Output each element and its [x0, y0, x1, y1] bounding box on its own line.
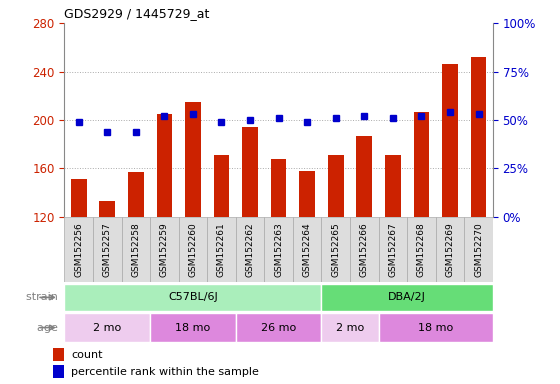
Bar — [242, 127, 258, 217]
FancyBboxPatch shape — [64, 283, 321, 311]
FancyBboxPatch shape — [407, 217, 436, 282]
Text: GSM152268: GSM152268 — [417, 222, 426, 277]
Bar — [413, 111, 430, 217]
FancyBboxPatch shape — [436, 217, 464, 282]
Text: C57BL/6J: C57BL/6J — [168, 292, 218, 303]
FancyBboxPatch shape — [150, 313, 236, 342]
Bar — [356, 136, 372, 217]
Bar — [128, 172, 144, 217]
Text: GSM152258: GSM152258 — [131, 222, 141, 277]
Bar — [185, 102, 201, 217]
Bar — [299, 171, 315, 217]
FancyBboxPatch shape — [93, 217, 122, 282]
Bar — [385, 155, 401, 217]
FancyBboxPatch shape — [321, 313, 379, 342]
Bar — [71, 179, 87, 217]
Bar — [328, 155, 344, 217]
FancyBboxPatch shape — [464, 217, 493, 282]
FancyBboxPatch shape — [321, 217, 350, 282]
Bar — [470, 57, 487, 217]
FancyBboxPatch shape — [150, 217, 179, 282]
Text: GSM152264: GSM152264 — [302, 222, 312, 277]
Text: percentile rank within the sample: percentile rank within the sample — [71, 367, 259, 377]
Text: 18 mo: 18 mo — [418, 323, 453, 333]
Text: DBA/2J: DBA/2J — [388, 292, 426, 303]
Text: GSM152256: GSM152256 — [74, 222, 83, 277]
Text: GSM152270: GSM152270 — [474, 222, 483, 277]
FancyBboxPatch shape — [64, 217, 93, 282]
Text: GSM152267: GSM152267 — [388, 222, 398, 277]
Bar — [53, 348, 64, 361]
FancyBboxPatch shape — [207, 217, 236, 282]
Text: age: age — [37, 323, 62, 333]
FancyBboxPatch shape — [379, 217, 407, 282]
FancyBboxPatch shape — [64, 313, 150, 342]
Bar — [213, 155, 230, 217]
FancyBboxPatch shape — [379, 313, 493, 342]
Text: GSM152265: GSM152265 — [331, 222, 340, 277]
Text: GSM152259: GSM152259 — [160, 222, 169, 277]
Text: 2 mo: 2 mo — [336, 323, 364, 333]
Text: GSM152262: GSM152262 — [245, 222, 255, 277]
FancyBboxPatch shape — [236, 313, 321, 342]
FancyBboxPatch shape — [264, 217, 293, 282]
Text: GSM152260: GSM152260 — [188, 222, 198, 277]
Bar — [99, 201, 115, 217]
Bar — [156, 114, 172, 217]
Text: 2 mo: 2 mo — [93, 323, 122, 333]
Text: GSM152269: GSM152269 — [445, 222, 455, 277]
Text: GSM152257: GSM152257 — [102, 222, 112, 277]
FancyBboxPatch shape — [293, 217, 321, 282]
Text: GSM152261: GSM152261 — [217, 222, 226, 277]
Text: 26 mo: 26 mo — [261, 323, 296, 333]
FancyBboxPatch shape — [321, 283, 493, 311]
FancyBboxPatch shape — [236, 217, 264, 282]
Text: 18 mo: 18 mo — [175, 323, 211, 333]
FancyBboxPatch shape — [122, 217, 150, 282]
Text: GSM152263: GSM152263 — [274, 222, 283, 277]
Bar — [270, 159, 287, 217]
Bar — [53, 365, 64, 379]
Text: strain: strain — [26, 292, 62, 303]
Text: GSM152266: GSM152266 — [360, 222, 369, 277]
FancyBboxPatch shape — [179, 217, 207, 282]
FancyBboxPatch shape — [350, 217, 379, 282]
Text: count: count — [71, 349, 102, 359]
Text: GDS2929 / 1445729_at: GDS2929 / 1445729_at — [64, 7, 210, 20]
Bar — [442, 64, 458, 217]
